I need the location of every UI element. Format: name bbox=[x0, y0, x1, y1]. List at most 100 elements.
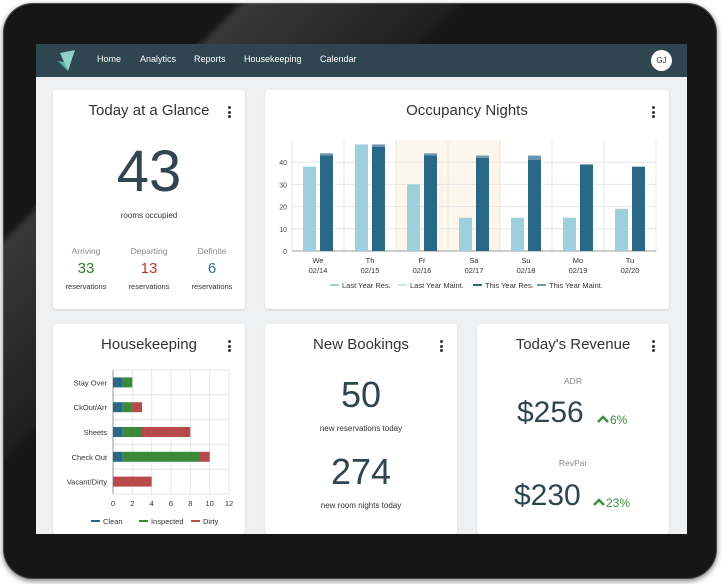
bar-this-year-maint bbox=[320, 153, 333, 156]
y-tick-label: Vacant/Dirty bbox=[67, 478, 108, 487]
rooms-occupied-value: 43 bbox=[116, 139, 182, 204]
adr-value: $256 bbox=[517, 396, 584, 429]
legend-label: This Year Res. bbox=[485, 281, 534, 290]
legend-label: Last Year Res. bbox=[342, 281, 391, 290]
nav-home[interactable]: Home bbox=[97, 54, 122, 64]
x-tick-label: 6 bbox=[169, 499, 173, 508]
housekeeping-chart: 0 2 4 6 8 10 12 Stay Over CkOut/Arr Sheets Check O… bbox=[67, 369, 233, 526]
app-screen: Home Analytics Reports Housekeeping Cale… bbox=[36, 44, 687, 534]
kebab-menu-icon[interactable] bbox=[652, 340, 656, 354]
rooms-occupied-label: rooms occupied bbox=[120, 211, 178, 220]
x-tick-date: 02/14 bbox=[309, 266, 328, 275]
legend-label: Inspected bbox=[151, 517, 184, 526]
new-room-nights-label: new room nights today bbox=[320, 501, 402, 510]
kebab-menu-icon[interactable] bbox=[228, 106, 232, 120]
occupancy-title: Occupancy Nights bbox=[406, 102, 528, 119]
x-tick-label: 4 bbox=[150, 499, 154, 508]
nav-analytics[interactable]: Analytics bbox=[140, 54, 177, 64]
glance-card: Today at a Glance 43 rooms occupied Arri… bbox=[53, 90, 245, 309]
nav-reports[interactable]: Reports bbox=[194, 54, 226, 64]
bar-clean bbox=[113, 427, 123, 437]
chevron-up-icon bbox=[593, 498, 605, 506]
nav-calendar[interactable]: Calendar bbox=[320, 54, 357, 64]
new-reservations-value: 50 bbox=[340, 374, 382, 415]
bar-last-year-res bbox=[615, 208, 628, 251]
bar-dirty bbox=[142, 427, 191, 437]
housekeeping-title: Housekeeping bbox=[101, 336, 197, 353]
y-tick-label: 20 bbox=[279, 205, 287, 212]
sail-logo-icon[interactable] bbox=[56, 49, 78, 73]
x-tick-label: Mo bbox=[573, 256, 583, 265]
arriving-unit: reservations bbox=[65, 282, 107, 291]
new-room-nights-value: 274 bbox=[330, 451, 392, 492]
x-tick-label: We bbox=[312, 256, 323, 265]
definite-value: 6 bbox=[207, 260, 217, 277]
bar-this-year-res bbox=[632, 166, 645, 251]
kebab-menu-icon[interactable] bbox=[652, 106, 656, 120]
bar-this-year-res bbox=[372, 146, 385, 251]
user-avatar[interactable]: GJ bbox=[651, 50, 672, 71]
legend-label: This Year Maint. bbox=[549, 281, 603, 290]
kebab-menu-icon[interactable] bbox=[440, 340, 444, 354]
kebab-menu-icon[interactable] bbox=[228, 340, 232, 354]
bar-inspected bbox=[122, 377, 133, 388]
revenue-card: Today's Revenue ADR $256 6% RevPar $230 … bbox=[477, 324, 669, 534]
departing-label: Departing bbox=[130, 246, 168, 256]
bar-clean bbox=[113, 451, 123, 462]
revenue-title: Today's Revenue bbox=[515, 336, 631, 353]
bar-last-year-res bbox=[459, 217, 472, 251]
y-tick-label: CkOut/Arr bbox=[74, 403, 108, 412]
y-tick-label: Check Out bbox=[72, 453, 108, 462]
definite-label: Definite bbox=[197, 246, 227, 256]
y-tick-label: Stay Over bbox=[74, 378, 108, 387]
bookings-title: New Bookings bbox=[313, 336, 409, 353]
glance-title: Today at a Glance bbox=[88, 102, 210, 119]
bar-inspected bbox=[122, 427, 142, 437]
y-tick-label: 10 bbox=[279, 227, 287, 234]
departing-value: 13 bbox=[140, 260, 158, 277]
arriving-label: Arriving bbox=[71, 246, 101, 256]
departing-unit: reservations bbox=[128, 282, 170, 291]
y-tick-label: 40 bbox=[279, 160, 287, 167]
bar-this-year-res bbox=[476, 157, 489, 251]
bar-inspected bbox=[122, 451, 200, 462]
x-tick-date: 02/15 bbox=[361, 266, 380, 275]
x-tick-date: 02/16 bbox=[413, 266, 432, 275]
x-tick-label: 10 bbox=[205, 499, 213, 508]
y-tick-label: 30 bbox=[279, 182, 287, 189]
x-tick-date: 02/17 bbox=[465, 266, 484, 275]
x-tick-label: 8 bbox=[188, 499, 192, 508]
nav-housekeeping[interactable]: Housekeeping bbox=[244, 54, 302, 64]
x-tick-label: 12 bbox=[225, 499, 233, 508]
x-tick-date: 02/20 bbox=[621, 266, 640, 275]
legend-label: Clean bbox=[103, 517, 123, 526]
x-tick-label: Th bbox=[366, 256, 375, 265]
x-tick-label: Sa bbox=[469, 256, 479, 265]
y-tick-label: Sheets bbox=[84, 428, 108, 437]
bar-this-year-res bbox=[528, 159, 541, 251]
adr-label: ADR bbox=[564, 376, 582, 386]
bar-this-year-res bbox=[580, 164, 593, 251]
departing-stat[interactable]: Departing 13 reservations bbox=[119, 246, 179, 291]
occupancy-card: Occupancy Nights 0 10 20 30 40 We 02/14 Th 02/15… bbox=[265, 90, 669, 309]
bookings-card: New Bookings 50 new reservations today 2… bbox=[265, 324, 457, 534]
legend-label: Dirty bbox=[203, 517, 219, 526]
x-tick-date: 02/19 bbox=[569, 266, 588, 275]
revpar-label: RevPar bbox=[558, 458, 588, 468]
new-reservations-label: new reservations today bbox=[319, 424, 403, 433]
bar-last-year-res bbox=[355, 144, 368, 251]
weekend-highlight bbox=[448, 140, 500, 251]
y-tick-label: 0 bbox=[283, 249, 287, 256]
housekeeping-card: Housekeeping 0 2 4 6 8 10 12 Stay Over CkOut/Arr… bbox=[53, 324, 245, 534]
bar-clean bbox=[113, 402, 123, 413]
bar-this-year-maint bbox=[372, 144, 385, 147]
chevron-up-icon bbox=[597, 415, 609, 423]
definite-stat[interactable]: Definite 6 reservations bbox=[182, 246, 242, 291]
x-tick-label: Fr bbox=[418, 256, 426, 265]
weekend-highlight bbox=[396, 140, 448, 251]
arriving-value: 33 bbox=[77, 260, 95, 277]
bar-this-year-res bbox=[424, 155, 437, 251]
arriving-stat[interactable]: Arriving 33 reservations bbox=[56, 246, 116, 291]
x-tick-label: Su bbox=[521, 256, 530, 265]
